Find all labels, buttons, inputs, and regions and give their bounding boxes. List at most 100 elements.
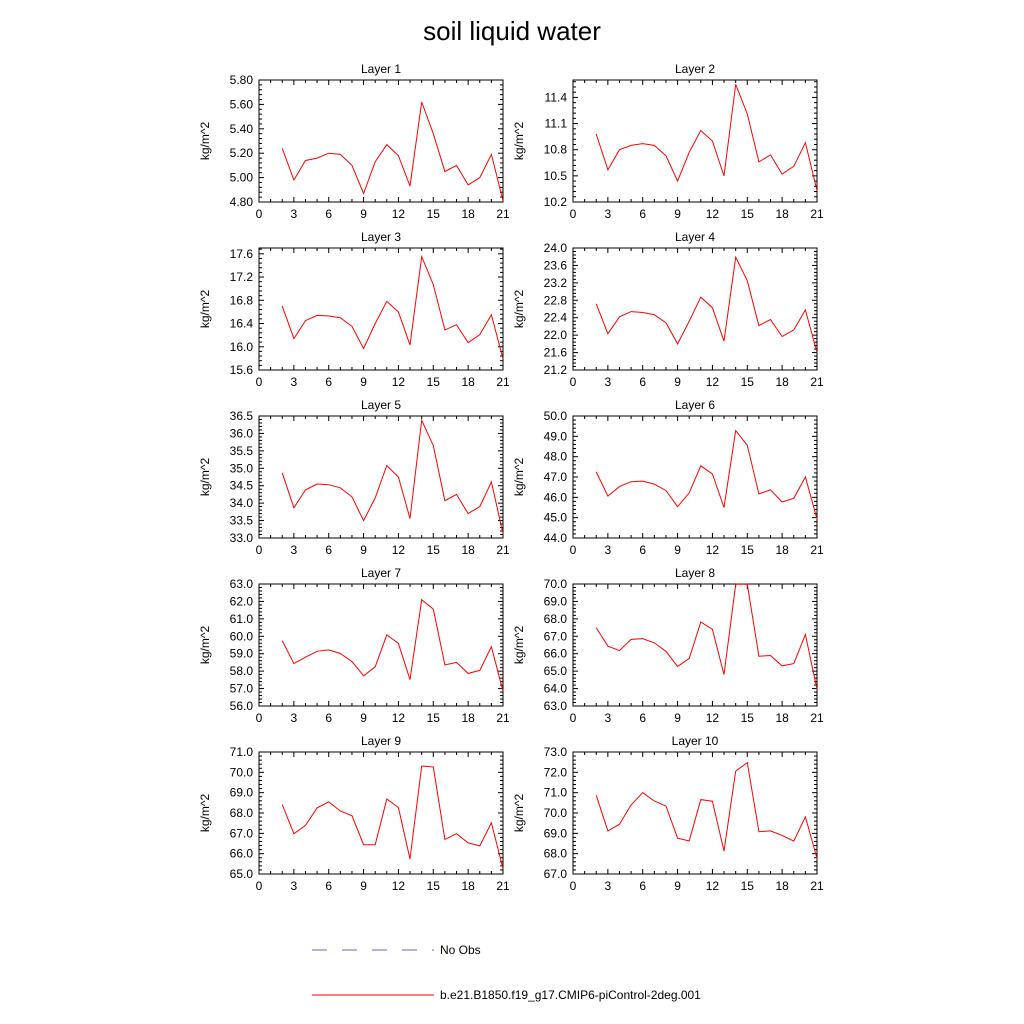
x-tick-label: 15 xyxy=(427,879,441,893)
x-tick-label: 0 xyxy=(256,207,263,221)
y-axis-label: kg/m^2 xyxy=(512,794,526,833)
x-tick-label: 9 xyxy=(360,879,367,893)
plot-frame xyxy=(572,247,818,371)
y-tick-label: 69.0 xyxy=(230,786,254,800)
x-tick-label: 0 xyxy=(570,375,577,389)
x-tick-label: 3 xyxy=(291,711,298,725)
y-axis-label: kg/m^2 xyxy=(512,290,526,329)
y-tick-label: 22.0 xyxy=(544,328,568,342)
y-tick-label: 69.0 xyxy=(544,826,568,840)
series-line-1 xyxy=(595,429,818,520)
x-tick-label: 6 xyxy=(639,543,646,557)
x-tick-label: 15 xyxy=(741,543,755,557)
plot-frame xyxy=(258,415,504,539)
y-tick-label: 44.0 xyxy=(544,531,568,545)
x-tick-label: 6 xyxy=(639,879,646,893)
y-tick-label: 4.80 xyxy=(230,195,254,209)
x-tick-label: 12 xyxy=(706,375,720,389)
y-tick-label: 58.0 xyxy=(230,664,254,678)
y-tick-label: 60.0 xyxy=(230,629,254,643)
plot-frame xyxy=(258,583,504,707)
y-tick-label: 70.0 xyxy=(544,577,568,591)
x-tick-label: 3 xyxy=(291,543,298,557)
y-tick-label: 67.0 xyxy=(230,826,254,840)
y-tick-label: 22.4 xyxy=(544,311,568,325)
x-tick-label: 18 xyxy=(461,711,475,725)
series-line-1 xyxy=(281,418,504,534)
y-axis-label: kg/m^2 xyxy=(198,122,212,161)
y-tick-label: 73.0 xyxy=(544,745,568,759)
y-axis-label: kg/m^2 xyxy=(198,458,212,497)
y-axis-label: kg/m^2 xyxy=(198,290,212,329)
x-tick-label: 3 xyxy=(291,879,298,893)
x-tick-label: 18 xyxy=(461,879,475,893)
y-axis-label: kg/m^2 xyxy=(512,626,526,665)
panel-title: Layer 5 xyxy=(361,398,401,412)
y-tick-label: 69.0 xyxy=(544,594,568,608)
y-tick-label: 34.5 xyxy=(230,479,254,493)
x-tick-label: 3 xyxy=(605,711,612,725)
x-tick-label: 21 xyxy=(810,711,824,725)
y-tick-label: 34.0 xyxy=(230,496,254,510)
series-line-1 xyxy=(595,761,818,859)
x-tick-label: 15 xyxy=(741,207,755,221)
x-tick-label: 21 xyxy=(496,375,510,389)
y-tick-label: 70.0 xyxy=(544,806,568,820)
series-line-1 xyxy=(281,101,504,201)
y-tick-label: 15.6 xyxy=(230,363,254,377)
y-tick-label: 50.0 xyxy=(544,409,568,423)
x-tick-label: 9 xyxy=(674,879,681,893)
x-tick-label: 3 xyxy=(291,375,298,389)
x-tick-label: 18 xyxy=(775,711,789,725)
x-tick-label: 9 xyxy=(360,711,367,725)
panel-layer-2: Layer 2 0 3 6 9 12 15 18 21 10.2 10.5 10.8 11.1 11.4 k… xyxy=(512,62,824,221)
y-tick-label: 70.0 xyxy=(230,765,254,779)
y-tick-label: 68.0 xyxy=(230,806,254,820)
y-tick-label: 17.6 xyxy=(230,247,254,261)
x-tick-label: 12 xyxy=(706,711,720,725)
y-tick-label: 68.0 xyxy=(544,847,568,861)
panel-layer-4: Layer 4 0 3 6 9 12 15 18 21 21.2 21.6 22.0 22.4 22.8 2… xyxy=(512,230,824,389)
panel-title: Layer 10 xyxy=(672,734,719,748)
panel-title: Layer 7 xyxy=(361,566,401,580)
x-tick-label: 12 xyxy=(392,543,406,557)
x-tick-label: 21 xyxy=(496,543,510,557)
x-tick-label: 3 xyxy=(605,207,612,221)
series-line-1 xyxy=(281,765,504,869)
x-tick-label: 15 xyxy=(741,711,755,725)
x-tick-label: 12 xyxy=(392,375,406,389)
x-tick-label: 0 xyxy=(256,543,263,557)
x-tick-label: 15 xyxy=(427,375,441,389)
x-tick-label: 9 xyxy=(674,711,681,725)
x-tick-label: 0 xyxy=(256,879,263,893)
x-tick-label: 6 xyxy=(639,711,646,725)
y-tick-label: 66.0 xyxy=(230,847,254,861)
y-tick-label: 10.5 xyxy=(544,169,568,183)
x-tick-label: 21 xyxy=(810,207,824,221)
y-axis-label: kg/m^2 xyxy=(512,458,526,497)
y-tick-label: 16.8 xyxy=(230,293,254,307)
y-tick-label: 59.0 xyxy=(230,647,254,661)
x-tick-label: 12 xyxy=(706,543,720,557)
y-tick-label: 61.0 xyxy=(230,612,254,626)
x-tick-label: 0 xyxy=(256,711,263,725)
x-tick-label: 9 xyxy=(360,375,367,389)
x-tick-label: 18 xyxy=(775,543,789,557)
panel-layer-8: Layer 8 0 3 6 9 12 15 18 21 63.0 64.0 65.0 66.0 67.0 6… xyxy=(512,566,824,725)
x-tick-label: 0 xyxy=(256,375,263,389)
y-tick-label: 72.0 xyxy=(544,765,568,779)
plot-frame xyxy=(572,79,818,203)
y-tick-label: 21.2 xyxy=(544,363,568,377)
y-tick-label: 63.0 xyxy=(230,577,254,591)
x-tick-label: 12 xyxy=(392,879,406,893)
x-tick-label: 21 xyxy=(810,375,824,389)
y-tick-label: 67.0 xyxy=(544,867,568,881)
plot-frame xyxy=(572,415,818,539)
x-tick-label: 12 xyxy=(392,207,406,221)
x-tick-label: 9 xyxy=(674,543,681,557)
series-line-1 xyxy=(595,583,818,690)
x-tick-label: 18 xyxy=(461,375,475,389)
x-tick-label: 6 xyxy=(325,711,332,725)
x-tick-label: 12 xyxy=(706,207,720,221)
y-tick-label: 56.0 xyxy=(230,699,254,713)
